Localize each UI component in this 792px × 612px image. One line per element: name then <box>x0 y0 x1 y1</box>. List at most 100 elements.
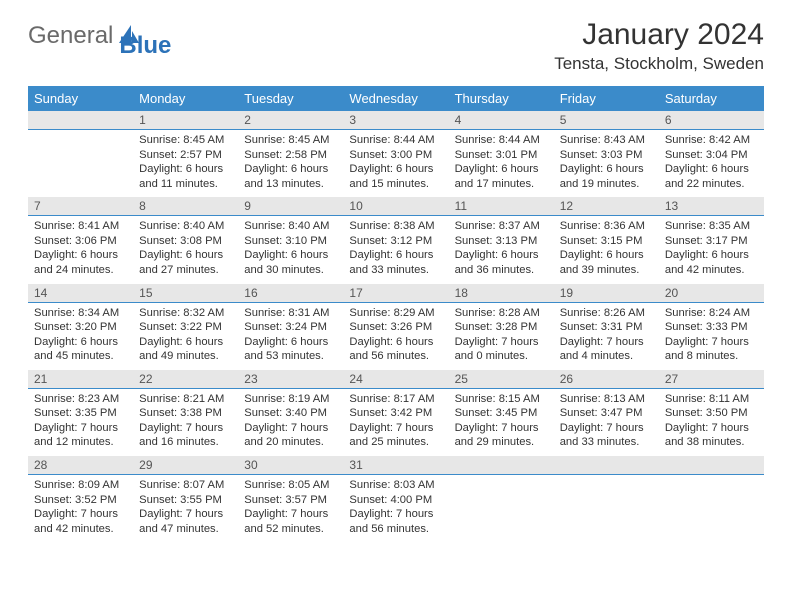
sunset-line: Sunset: 3:03 PM <box>560 148 653 163</box>
sunrise-line: Sunrise: 8:03 AM <box>349 478 442 493</box>
daylight-line-1: Daylight: 7 hours <box>244 507 337 522</box>
daylight-line-2: and 20 minutes. <box>244 435 337 450</box>
daylight-line-2: and 47 minutes. <box>139 522 232 537</box>
sunset-line: Sunset: 3:22 PM <box>139 320 232 335</box>
sunset-line: Sunset: 3:13 PM <box>455 234 548 249</box>
daylight-line-2: and 42 minutes. <box>34 522 127 537</box>
daylight-line-1: Daylight: 6 hours <box>455 162 548 177</box>
sunset-line: Sunset: 3:57 PM <box>244 493 337 508</box>
sunset-line: Sunset: 3:06 PM <box>34 234 127 249</box>
day-info-cell: Sunrise: 8:28 AMSunset: 3:28 PMDaylight:… <box>449 302 554 370</box>
daylight-line-1: Daylight: 6 hours <box>34 335 127 350</box>
day-number-cell: 29 <box>133 456 238 475</box>
daylight-line-1: Daylight: 7 hours <box>139 421 232 436</box>
day-info-row: Sunrise: 8:41 AMSunset: 3:06 PM Daylight:… <box>28 216 764 284</box>
month-title: January 2024 <box>554 18 764 52</box>
day-info-cell: Sunrise: 8:44 AMSunset: 3:01 PMDaylight:… <box>449 130 554 198</box>
daylight-line-1: Daylight: 6 hours <box>560 248 653 263</box>
daylight-line-1: Daylight: 6 hours <box>455 248 548 263</box>
day-number-cell: 3 <box>343 111 448 130</box>
day-number-cell: 2 <box>238 111 343 130</box>
daylight-line-1: Daylight: 6 hours <box>560 162 653 177</box>
sunset-line: Sunset: 3:12 PM <box>349 234 442 249</box>
day-number-cell: 16 <box>238 284 343 303</box>
day-info-cell: Sunrise: 8:19 AMSunset: 3:40 PMDaylight:… <box>238 388 343 456</box>
day-number-cell: 26 <box>554 370 659 389</box>
sunset-line: Sunset: 3:45 PM <box>455 406 548 421</box>
day-info-cell: Sunrise: 8:45 AMSunset: 2:58 PMDaylight:… <box>238 130 343 198</box>
daylight-line-1: Daylight: 7 hours <box>665 421 758 436</box>
daylight-line-1: Daylight: 7 hours <box>244 421 337 436</box>
day-number-cell <box>28 111 133 130</box>
sunrise-line: Sunrise: 8:41 AM <box>34 219 127 234</box>
sunrise-line: Sunrise: 8:13 AM <box>560 392 653 407</box>
day-number-cell: 1 <box>133 111 238 130</box>
daylight-line-2: and 0 minutes. <box>455 349 548 364</box>
day-info-cell: Sunrise: 8:23 AMSunset: 3:35 PMDaylight:… <box>28 388 133 456</box>
daylight-line-2: and 11 minutes. <box>139 177 232 192</box>
day-info-row: Sunrise: 8:09 AMSunset: 3:52 PMDaylight:… <box>28 475 764 543</box>
day-number-cell: 10 <box>343 197 448 216</box>
day-info-cell: Sunrise: 8:32 AMSunset: 3:22 PMDaylight:… <box>133 302 238 370</box>
daylight-line-1: Daylight: 6 hours <box>349 248 442 263</box>
daylight-line-2: and 24 minutes. <box>34 263 127 278</box>
day-number-cell: 13 <box>659 197 764 216</box>
day-number-cell: 22 <box>133 370 238 389</box>
day-info-cell: Sunrise: 8:21 AMSunset: 3:38 PMDaylight:… <box>133 388 238 456</box>
daylight-line-2: and 33 minutes. <box>560 435 653 450</box>
daylight-line-1: Daylight: 7 hours <box>665 335 758 350</box>
day-number-cell: 21 <box>28 370 133 389</box>
day-info-cell <box>449 475 554 543</box>
sunrise-line: Sunrise: 8:40 AM <box>244 219 337 234</box>
daylight-line-1: Daylight: 7 hours <box>560 421 653 436</box>
sunrise-line: Sunrise: 8:34 AM <box>34 306 127 321</box>
sunrise-line: Sunrise: 8:40 AM <box>139 219 232 234</box>
day-info-cell <box>554 475 659 543</box>
sunrise-line: Sunrise: 8:36 AM <box>560 219 653 234</box>
sunrise-line: Sunrise: 8:35 AM <box>665 219 758 234</box>
daylight-line-2: and 15 minutes. <box>349 177 442 192</box>
sunrise-line: Sunrise: 8:19 AM <box>244 392 337 407</box>
day-info-cell: Sunrise: 8:44 AMSunset: 3:00 PMDaylight:… <box>343 130 448 198</box>
sunrise-line: Sunrise: 8:32 AM <box>139 306 232 321</box>
daylight-line-2: and 42 minutes. <box>665 263 758 278</box>
daylight-line-2: and 52 minutes. <box>244 522 337 537</box>
day-info-cell: Sunrise: 8:35 AMSunset: 3:17 PMDaylight:… <box>659 216 764 284</box>
sunset-line: Sunset: 3:08 PM <box>139 234 232 249</box>
daylight-line-1: Daylight: 7 hours <box>34 421 127 436</box>
sunset-line: Sunset: 3:00 PM <box>349 148 442 163</box>
day-info-cell: Sunrise: 8:24 AMSunset: 3:33 PMDaylight:… <box>659 302 764 370</box>
daylight-line-1: Daylight: 7 hours <box>34 507 127 522</box>
sunset-line: Sunset: 3:01 PM <box>455 148 548 163</box>
daylight-line-2: and 16 minutes. <box>139 435 232 450</box>
day-info-cell: Sunrise: 8:11 AMSunset: 3:50 PMDaylight:… <box>659 388 764 456</box>
day-info-cell: Sunrise: 8:03 AMSunset: 4:00 PMDaylight:… <box>343 475 448 543</box>
day-number-cell <box>554 456 659 475</box>
day-info-cell: Sunrise: 8:09 AMSunset: 3:52 PMDaylight:… <box>28 475 133 543</box>
sunrise-line: Sunrise: 8:38 AM <box>349 219 442 234</box>
day-info-cell <box>28 130 133 198</box>
sunrise-line: Sunrise: 8:29 AM <box>349 306 442 321</box>
sunset-line: Sunset: 3:42 PM <box>349 406 442 421</box>
daylight-line-2: and 19 minutes. <box>560 177 653 192</box>
day-number-row: 14151617181920 <box>28 284 764 303</box>
sunrise-line: Sunrise: 8:45 AM <box>139 133 232 148</box>
daylight-line-1: Daylight: 7 hours <box>455 421 548 436</box>
weekday-header: Sunday <box>28 86 133 111</box>
sunrise-line: Sunrise: 8:17 AM <box>349 392 442 407</box>
weekday-header: Saturday <box>659 86 764 111</box>
sunset-line: Sunset: 3:50 PM <box>665 406 758 421</box>
logo-text-blue: Blue <box>119 32 171 60</box>
daylight-line-2: and 56 minutes. <box>349 349 442 364</box>
sunset-line: Sunset: 3:24 PM <box>244 320 337 335</box>
sunset-line: Sunset: 3:35 PM <box>34 406 127 421</box>
daylight-line-2: and 53 minutes. <box>244 349 337 364</box>
sunrise-line: Sunrise: 8:26 AM <box>560 306 653 321</box>
page-header: General Blue January 2024 Tensta, Stockh… <box>28 18 764 74</box>
day-number-cell <box>449 456 554 475</box>
sunset-line: Sunset: 3:52 PM <box>34 493 127 508</box>
sunrise-line: Sunrise: 8:42 AM <box>665 133 758 148</box>
day-info-cell: Sunrise: 8:17 AMSunset: 3:42 PMDaylight:… <box>343 388 448 456</box>
weekday-header-row: SundayMondayTuesdayWednesdayThursdayFrid… <box>28 86 764 111</box>
weekday-header: Friday <box>554 86 659 111</box>
